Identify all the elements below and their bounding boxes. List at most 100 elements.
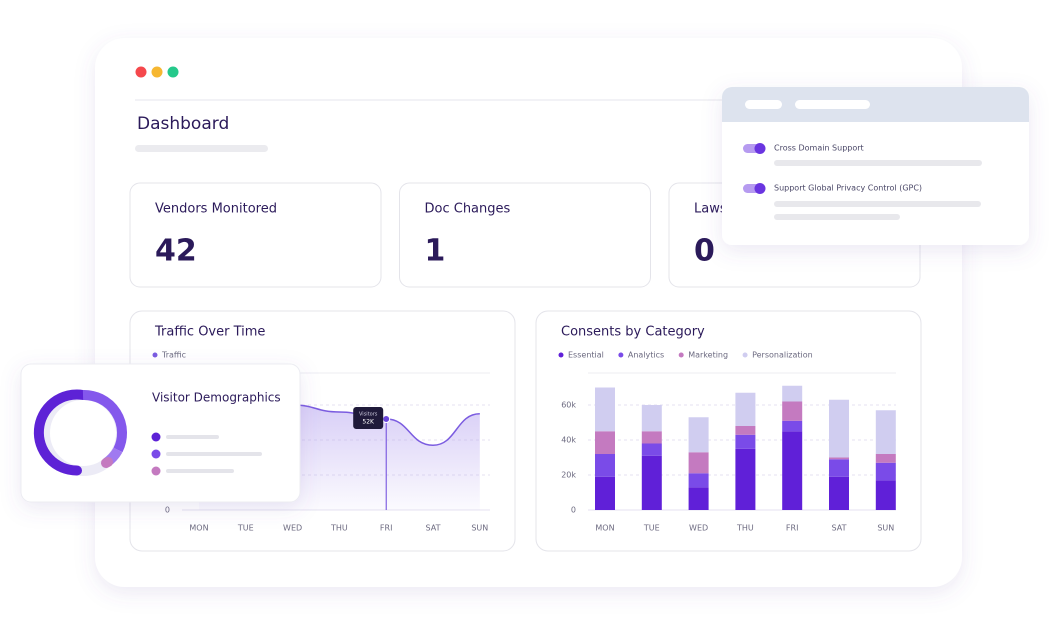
legend-label: Traffic xyxy=(161,351,186,360)
stat-card xyxy=(399,182,651,288)
bar-segment xyxy=(595,476,615,510)
bar-segment xyxy=(735,392,756,426)
stat-label: Doc Changes xyxy=(425,202,511,217)
x-tick-label: SAT xyxy=(426,524,441,533)
donut-segment xyxy=(101,457,113,468)
legend-dot xyxy=(151,432,161,442)
legend-label: Personalization xyxy=(752,351,813,360)
bar-segment xyxy=(641,431,662,444)
y-tick-label: 20k xyxy=(561,471,576,480)
stat-value: 0 xyxy=(694,234,715,269)
bar-segment xyxy=(875,454,896,463)
x-tick-label: SAT xyxy=(832,524,847,533)
bar-segment xyxy=(595,454,615,477)
placeholder xyxy=(166,452,262,456)
bar-segment xyxy=(735,426,756,435)
placeholder xyxy=(166,435,219,439)
x-tick-label: THU xyxy=(330,524,348,533)
bar-segment xyxy=(829,476,849,510)
bar-segment xyxy=(641,405,662,432)
placeholder xyxy=(795,100,870,109)
bar-segment xyxy=(875,480,896,510)
bar-segment xyxy=(782,401,803,421)
x-tick-label: TUE xyxy=(237,524,254,533)
legend-dot xyxy=(152,352,158,358)
bar-segment xyxy=(735,448,756,510)
demographics-card: Visitor Demographics xyxy=(20,363,301,503)
bar-segment xyxy=(782,420,803,432)
x-tick-label: WED xyxy=(689,524,708,533)
stat-label: Vendors Monitored xyxy=(155,202,277,217)
legend-label: Essential xyxy=(568,351,604,360)
legend-label: Marketing xyxy=(688,351,728,360)
tooltip-label: Visitors xyxy=(359,412,378,418)
toggle-knob[interactable] xyxy=(754,143,766,154)
bar-segment xyxy=(688,473,709,488)
bar-segment xyxy=(641,455,662,510)
y-tick-label: 60k xyxy=(561,401,576,410)
x-tick-label: MON xyxy=(189,524,208,533)
x-tick-label: WED xyxy=(283,524,302,533)
x-tick-label: FRI xyxy=(380,524,393,533)
x-tick-label: TUE xyxy=(643,524,660,533)
stat-value: 1 xyxy=(425,234,446,269)
legend-dot xyxy=(742,352,748,358)
bar-segment xyxy=(688,417,709,453)
x-tick-label: SUN xyxy=(471,524,488,533)
legend-dot xyxy=(678,352,684,358)
bar-segment xyxy=(641,443,662,456)
bar-segment xyxy=(595,431,615,454)
legend-dot xyxy=(151,466,161,476)
toggle-knob[interactable] xyxy=(754,183,766,194)
x-tick-label: SUN xyxy=(877,524,894,533)
placeholder xyxy=(135,145,268,152)
bar-segment xyxy=(875,462,896,481)
stat-value: 42 xyxy=(155,234,197,269)
stat-label: Laws xyxy=(694,202,727,217)
demographics-panel xyxy=(20,363,301,503)
settings-panel: Cross Domain Support Support Global Priv… xyxy=(722,87,1029,245)
placeholder xyxy=(774,201,981,207)
y-tick-label: 0 xyxy=(571,506,576,515)
x-tick-label: MON xyxy=(595,524,614,533)
placeholder xyxy=(166,469,234,473)
bar-segment xyxy=(829,459,849,477)
page-title: Dashboard xyxy=(137,114,229,134)
placeholder xyxy=(774,160,982,166)
y-tick-label: 40k xyxy=(561,436,576,445)
bar-segment xyxy=(688,487,709,510)
legend-dot xyxy=(151,449,161,459)
donut-segment xyxy=(82,389,127,453)
x-tick-label: FRI xyxy=(786,524,799,533)
window-dot xyxy=(135,66,147,78)
placeholder xyxy=(774,214,900,220)
consent-chart: Consents by Category 0 20k 40k 60k MON TUE WED T… xyxy=(558,325,896,533)
setting-label: Support Global Privacy Control (GPC) xyxy=(774,184,922,193)
bar-segment xyxy=(735,434,756,449)
placeholder xyxy=(745,100,782,109)
bar-segment xyxy=(782,431,803,510)
legend-dot xyxy=(618,352,624,358)
point xyxy=(382,415,391,423)
chart-title: Consents by Category xyxy=(561,325,705,340)
donut-segment xyxy=(33,389,88,476)
bar-segment xyxy=(688,452,709,474)
bar-segment xyxy=(829,457,849,460)
y-tick-label: 0 xyxy=(165,506,170,515)
chart-title: Traffic Over Time xyxy=(154,325,265,340)
bar-segment xyxy=(595,387,615,432)
tooltip xyxy=(353,407,384,429)
bar-segment xyxy=(875,410,896,454)
legend-label: Analytics xyxy=(628,351,664,360)
tooltip-value: 52K xyxy=(362,419,375,426)
setting-label: Cross Domain Support xyxy=(774,144,864,153)
settings-header xyxy=(722,87,1029,122)
x-tick-label: THU xyxy=(736,524,754,533)
demographics-title: Visitor Demographics xyxy=(152,391,281,405)
window-dot xyxy=(167,66,179,78)
window-dot xyxy=(151,66,163,78)
consent-card xyxy=(535,310,922,552)
bar-segment xyxy=(829,399,849,458)
